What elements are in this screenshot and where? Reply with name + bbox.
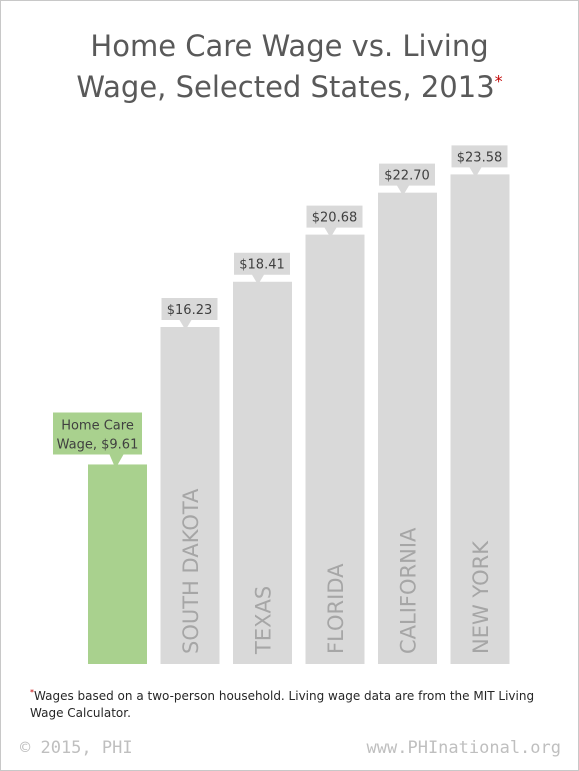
callout-california <box>379 163 435 196</box>
chart-title-line-2-text: Wage, Selected States, 2013 <box>76 70 495 104</box>
chart-title-line-2: Wage, Selected States, 2013* <box>0 67 579 108</box>
bar-texas <box>233 281 292 664</box>
callout-home-care-wage <box>53 412 142 469</box>
bar-new-york <box>450 174 510 664</box>
title-footnote-marker: * <box>494 71 503 91</box>
category-label-florida: FLORIDA <box>324 563 348 654</box>
callout-texas <box>234 252 290 285</box>
data-label-new-york: $23.58 <box>457 150 503 165</box>
bar-california <box>378 192 437 664</box>
chart-title: Home Care Wage vs. Living Wage, Selected… <box>0 26 579 108</box>
footnote: *Wages based on a two-person household. … <box>30 688 550 722</box>
data-label-texas: $18.41 <box>239 258 285 273</box>
category-label-new-york: NEW YORK <box>469 540 493 654</box>
bar-home-care-wage <box>88 464 147 664</box>
bar-florida <box>305 234 365 664</box>
bar-south-dakota <box>160 327 220 664</box>
category-label-south-dakota: SOUTH DAKOTA <box>179 488 203 654</box>
callout-south-dakota <box>161 298 218 331</box>
chart-title-line-1: Home Care Wage vs. Living <box>90 29 489 63</box>
category-label-texas: TEXAS <box>252 586 276 655</box>
data-label-home-care-wage-line-2: Wage, $9.61 <box>57 437 139 452</box>
callout-florida <box>306 205 363 238</box>
footnote-text: Wages based on a two-person household. L… <box>30 689 535 720</box>
data-label-california: $22.70 <box>384 169 430 184</box>
data-label-home-care-wage-line-1: Home Care <box>61 418 134 433</box>
website-link[interactable]: www.PHInational.org <box>366 738 561 758</box>
category-label-california: CALIFORNIA <box>397 527 421 654</box>
copyright-text: © 2015, PHI <box>20 738 133 758</box>
footnote-marker: * <box>30 688 34 697</box>
data-label-south-dakota: $16.23 <box>167 303 213 318</box>
callout-new-york <box>451 145 508 178</box>
data-label-florida: $20.68 <box>312 211 358 226</box>
